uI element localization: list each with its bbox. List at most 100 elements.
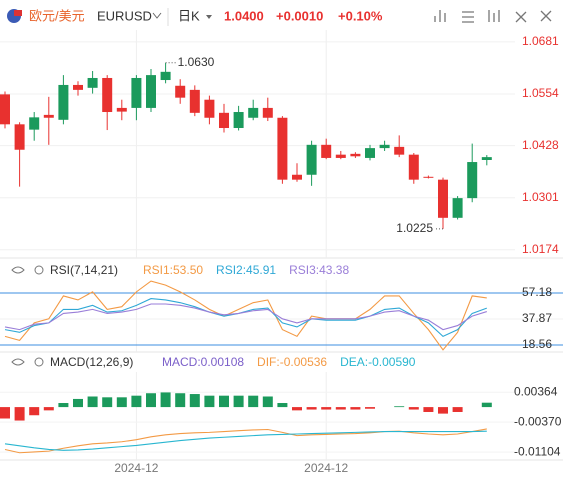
y-tick-label: 1.0428 bbox=[522, 138, 559, 152]
macd-bar bbox=[175, 393, 186, 408]
macd-bar bbox=[116, 397, 127, 408]
candle-body bbox=[321, 144, 332, 158]
x-tick-label: 2024-12 bbox=[114, 461, 158, 475]
candle-body bbox=[14, 124, 25, 150]
macd-bar bbox=[481, 402, 492, 408]
gear-icon[interactable] bbox=[34, 265, 44, 275]
macd-bar bbox=[438, 407, 448, 414]
macd-line bbox=[4, 428, 487, 454]
y-tick-label: 1.0681 bbox=[522, 34, 559, 48]
dropdown-icon[interactable] bbox=[206, 15, 212, 19]
candle-body bbox=[292, 174, 302, 180]
macd-bar bbox=[350, 407, 361, 410]
fullscreen-button[interactable] bbox=[515, 11, 527, 23]
y-tick-label: 18.56 bbox=[522, 337, 552, 351]
candle-body bbox=[204, 99, 215, 118]
legend-entry: DIF:-0.00536 bbox=[257, 355, 327, 369]
candle-body bbox=[394, 146, 405, 155]
candle-body bbox=[102, 77, 113, 113]
candle-body bbox=[306, 144, 317, 175]
legend-entry: RSI1:53.50 bbox=[143, 263, 203, 277]
y-tick-label: 1.0301 bbox=[522, 190, 559, 204]
eye-icon[interactable] bbox=[11, 358, 25, 366]
candle-body bbox=[73, 84, 83, 90]
candle-body bbox=[0, 94, 10, 125]
gear-icon[interactable] bbox=[34, 357, 44, 367]
candle-body bbox=[277, 117, 288, 180]
macd-bar bbox=[73, 398, 83, 408]
legend-entry: MACD:0.00108 bbox=[162, 355, 244, 369]
candle-body bbox=[350, 153, 361, 157]
annotation: 1.0630 bbox=[178, 55, 215, 69]
candle-body bbox=[87, 77, 98, 88]
macd-bar bbox=[408, 407, 419, 410]
macd-bar bbox=[277, 403, 288, 408]
candle-body bbox=[379, 144, 390, 149]
close-button[interactable] bbox=[540, 10, 552, 22]
candle-body bbox=[365, 148, 375, 158]
candle-body bbox=[58, 84, 69, 120]
y-tick-label: 1.0554 bbox=[522, 86, 559, 100]
macd-bar bbox=[189, 394, 200, 408]
macd-bar bbox=[131, 395, 142, 408]
y-tick-label: 37.87 bbox=[522, 311, 552, 325]
macd-bar bbox=[365, 407, 375, 409]
macd-bar bbox=[58, 403, 69, 408]
settings-button[interactable] bbox=[462, 11, 474, 23]
macd-bar bbox=[335, 407, 346, 410]
rsi-line bbox=[4, 280, 487, 351]
candle-body bbox=[189, 89, 200, 113]
candle-body bbox=[131, 77, 142, 108]
candle-body bbox=[146, 75, 156, 108]
candle-body bbox=[335, 154, 346, 158]
annotation: 1.0225 bbox=[396, 221, 433, 235]
macd-bar bbox=[248, 395, 259, 408]
macd-bar bbox=[394, 406, 405, 408]
macd-bar bbox=[146, 393, 156, 408]
rsi-title: RSI(7,14,21) bbox=[50, 263, 118, 277]
candle-body bbox=[262, 107, 273, 118]
candle-button[interactable] bbox=[488, 10, 500, 22]
period[interactable]: 日K bbox=[178, 8, 200, 23]
dropdown-icon[interactable] bbox=[152, 12, 162, 19]
candle-body bbox=[29, 117, 40, 130]
macd-bar bbox=[262, 396, 273, 408]
candle-body bbox=[160, 71, 171, 81]
y-tick-label: -0.01104 bbox=[514, 444, 561, 458]
indicator-button[interactable] bbox=[434, 10, 446, 22]
pair-name: 欧元/美元 bbox=[29, 8, 85, 23]
macd-bar bbox=[87, 396, 98, 408]
macd-bar bbox=[29, 407, 40, 416]
x-tick-label: 2024-12 bbox=[304, 461, 348, 475]
y-tick-label: -0.00370 bbox=[514, 414, 562, 428]
macd-bar bbox=[321, 407, 332, 410]
rsi-line bbox=[4, 298, 487, 338]
candle-body bbox=[43, 114, 54, 118]
change: +0.0010 bbox=[276, 8, 323, 23]
flag-icon bbox=[14, 10, 22, 16]
legend-entry: DEA:-0.00590 bbox=[340, 355, 416, 369]
macd-bar bbox=[102, 397, 113, 408]
macd-bar bbox=[233, 395, 244, 408]
macd-bar bbox=[306, 407, 317, 410]
macd-bar bbox=[423, 407, 434, 412]
candle-body bbox=[233, 112, 244, 129]
macd-bar bbox=[452, 407, 463, 412]
legend-entry: RSI3:43.38 bbox=[289, 263, 349, 277]
macd-line bbox=[4, 430, 487, 451]
legend-entry: RSI2:45.91 bbox=[216, 263, 276, 277]
candle-body bbox=[408, 154, 419, 180]
y-tick-label: 1.0174 bbox=[522, 242, 559, 256]
macd-bar bbox=[292, 407, 302, 411]
change-pct: +0.10% bbox=[338, 8, 383, 23]
symbol[interactable]: EURUSD bbox=[97, 8, 152, 23]
y-tick-label: 0.00364 bbox=[514, 384, 558, 398]
macd-title: MACD(12,26,9) bbox=[50, 355, 133, 369]
eye-icon[interactable] bbox=[11, 266, 25, 274]
macd-bar bbox=[0, 407, 10, 419]
macd-bar bbox=[160, 392, 171, 408]
candle-body bbox=[116, 107, 127, 112]
macd-bar bbox=[14, 407, 25, 421]
